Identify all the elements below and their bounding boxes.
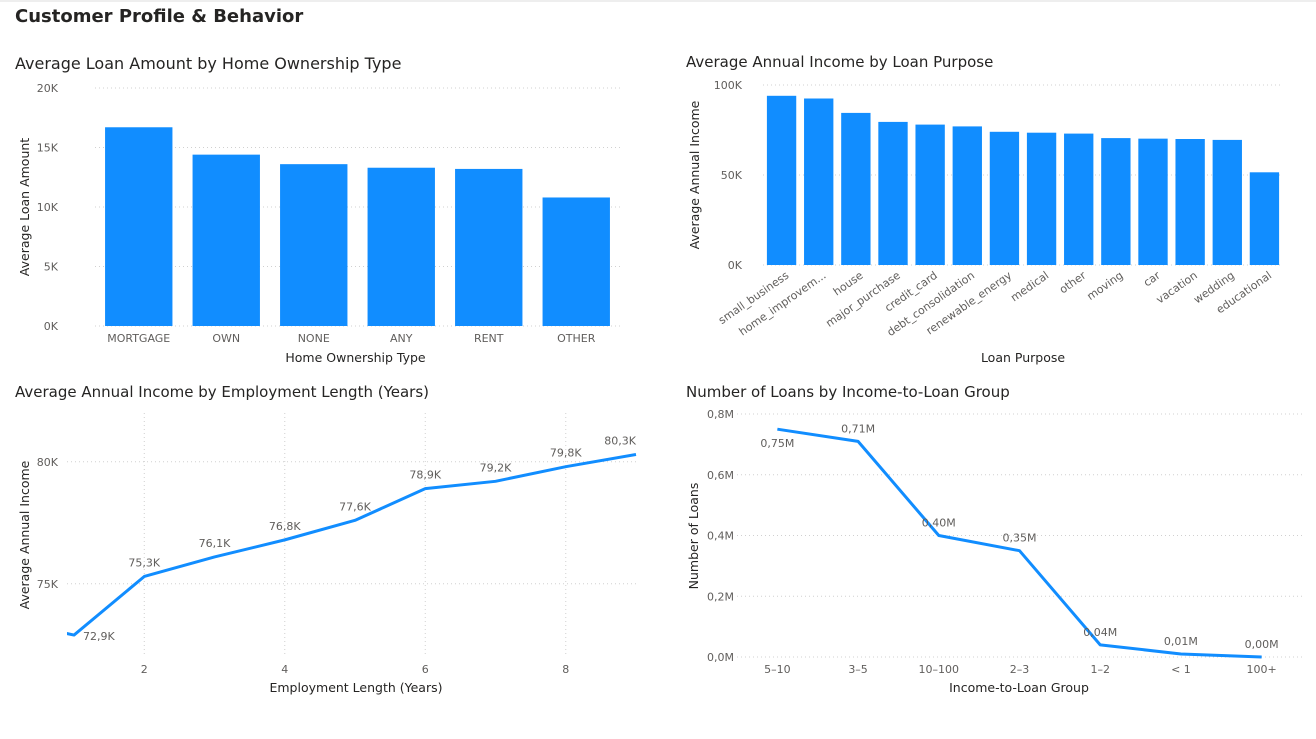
- data-label: 76,1K: [199, 537, 231, 550]
- top-border: [0, 0, 1316, 2]
- bar-car: [1138, 138, 1168, 265]
- y-tick-label: 0,4M: [707, 530, 734, 543]
- data-label: 79,2K: [480, 461, 512, 474]
- bar-other: [1064, 133, 1094, 265]
- bar-vacation: [1175, 139, 1205, 265]
- y-tick-label: 0,2M: [707, 590, 734, 603]
- x-tick-label: < 1: [1171, 663, 1191, 676]
- bar-renewable-energy: [989, 131, 1020, 265]
- x-tick-label: 1–2: [1090, 663, 1110, 676]
- bar-other: [542, 197, 610, 326]
- data-label: 77,6K: [339, 500, 371, 513]
- data-label: 0,40M: [922, 517, 956, 530]
- bar-mortgage: [105, 127, 173, 327]
- y-tick-label: 0K: [728, 259, 743, 272]
- x-tick-label: 2–3: [1010, 663, 1030, 676]
- y-tick-label: 5K: [44, 261, 59, 274]
- bar-moving: [1101, 138, 1131, 265]
- y-tick-label: 0,6M: [707, 469, 734, 482]
- y-axis-title: Average Annual Income: [17, 460, 32, 609]
- chart-title-income-to-loan: Number of Loans by Income-to-Loan Group: [686, 383, 1010, 401]
- y-axis-title: Number of Loans: [686, 483, 701, 590]
- x-tick-label: OTHER: [557, 332, 596, 345]
- data-label: 76,8K: [269, 520, 301, 533]
- x-tick-label: OWN: [212, 332, 240, 345]
- data-label: 75,3K: [128, 556, 160, 569]
- x-axis-title: Employment Length (Years): [269, 680, 442, 695]
- bar-home-improvem: [804, 98, 834, 265]
- page-title: Customer Profile & Behavior: [15, 6, 304, 27]
- x-tick-label: MORTGAGE: [107, 332, 170, 345]
- x-tick-label: ANY: [390, 332, 413, 345]
- data-label: 72,9K: [83, 630, 115, 643]
- y-tick-label: 50K: [721, 169, 743, 182]
- data-label: 0,00M: [1245, 638, 1279, 651]
- bar-debt-consolidation: [952, 126, 982, 266]
- bar-wedding: [1212, 139, 1242, 265]
- bar-house: [841, 112, 871, 266]
- home-ownership-bar-chart[interactable]: 0K 5K 10K 15K 20K MORTGAGE OWN NONE ANY RENT OTHER…: [0, 0, 660, 380]
- y-tick-label: 75K: [37, 578, 59, 591]
- y-tick-label: 100K: [714, 79, 743, 92]
- chart-title-employment-length: Average Annual Income by Employment Leng…: [15, 383, 430, 401]
- chart-title-home-ownership: Average Loan Amount by Home Ownership Ty…: [15, 54, 402, 73]
- y-tick-label: 20K: [37, 82, 59, 95]
- y-axis-title: Average Loan Amount: [17, 138, 32, 276]
- y-tick-label: 10K: [37, 201, 59, 214]
- bar-small-business: [766, 95, 797, 265]
- x-tick-label: 4: [281, 663, 288, 676]
- data-label: 78,9K: [409, 469, 441, 482]
- y-tick-label: 80K: [37, 456, 59, 469]
- bar-none: [280, 164, 348, 326]
- x-tick-label: 10–100: [919, 663, 960, 676]
- x-tick-label: 6: [422, 663, 429, 676]
- y-tick-label: 0,0M: [707, 651, 734, 664]
- x-tick-label: 8: [562, 663, 569, 676]
- chart-title-loan-purpose: Average Annual Income by Loan Purpose: [686, 53, 994, 71]
- bar-major-purchase: [878, 121, 908, 266]
- data-label: 0,35M: [1003, 532, 1037, 545]
- x-axis-title: Income-to-Loan Group: [949, 680, 1089, 695]
- x-tick-label: 2: [141, 663, 148, 676]
- data-label: 0,75M: [760, 437, 794, 450]
- x-axis-title: Loan Purpose: [981, 350, 1065, 365]
- data-label: 0,71M: [841, 422, 875, 435]
- x-tick-label: 5–10: [764, 663, 791, 676]
- x-tick-label: NONE: [298, 332, 330, 345]
- x-tick-label: 3–5: [848, 663, 868, 676]
- data-label: 80,3K: [604, 434, 636, 447]
- bar-rent: [455, 168, 523, 326]
- y-tick-label: 0,8M: [707, 408, 734, 421]
- data-label: 79,8K: [550, 447, 582, 460]
- bar-own: [192, 154, 260, 326]
- y-axis-title: Average Annual Income: [687, 100, 702, 249]
- y-tick-label: 0K: [44, 320, 59, 333]
- data-label: 0,04M: [1083, 626, 1117, 639]
- bar-credit-card: [915, 124, 945, 265]
- bar-medical: [1026, 132, 1057, 265]
- bar-any: [367, 167, 435, 326]
- x-axis-title: Home Ownership Type: [285, 350, 426, 365]
- loan-count-line: [777, 427, 1262, 659]
- data-label: 0,01M: [1164, 635, 1198, 648]
- y-tick-label: 15K: [37, 142, 59, 155]
- employment-length-line-chart[interactable]: 75K 80K 2 4 6 8 72,9K 75,3K 76,1K 76,8K 77,6K 78,9K…: [0, 0, 660, 739]
- bar-educational: [1249, 172, 1280, 265]
- employment-income-line: [67, 453, 637, 637]
- x-tick-label: RENT: [474, 332, 504, 345]
- x-tick-label: 100+: [1247, 663, 1277, 676]
